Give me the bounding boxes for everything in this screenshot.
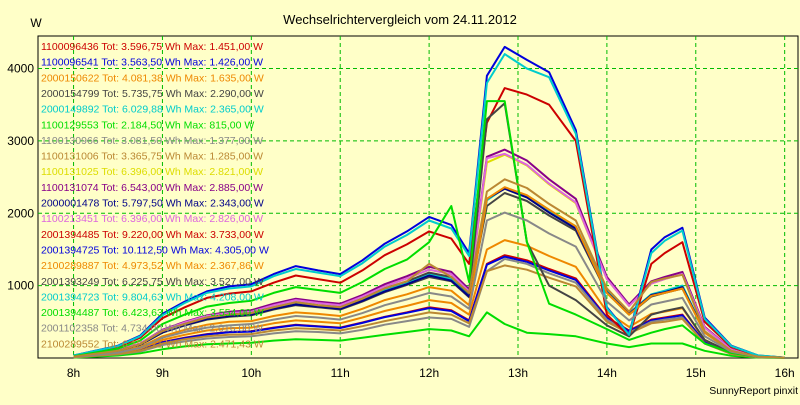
legend: 1100096436 Tot: 3.596,75 Wh Max: 1.451,0…: [41, 41, 269, 350]
series-line-7: [73, 257, 785, 359]
legend-entry: 1100096436 Tot: 3.596,75 Wh Max: 1.451,0…: [41, 41, 263, 53]
series-line-14: [73, 45, 785, 359]
legend-entry: 1100129553 Tot: 2.184,50 Wh Max: 815,00 …: [41, 119, 254, 131]
x-tick-label: 8h: [67, 366, 80, 380]
x-tick-label: 9h: [156, 366, 169, 380]
legend-entry: 2000154799 Tot: 5.735,75 Wh Max: 2.290,0…: [41, 88, 264, 100]
chart-title: Wechselrichtervergleich vom 24.11.2012: [283, 12, 517, 27]
legend-entry: 1100131025 Tot: 6.396,00 Wh Max: 2.821,0…: [41, 166, 263, 178]
x-tick-label: 14h: [597, 366, 617, 380]
legend-entry: 1100131074 Tot: 6.543,00 Wh Max: 2.885,0…: [41, 182, 263, 194]
plot-area: [37, 35, 799, 359]
series-line-15: [73, 186, 785, 359]
x-tick-label: 11h: [331, 366, 350, 380]
footer-credit: SunnyReport pinxit: [709, 385, 798, 397]
y-tick-label: 4000: [7, 62, 34, 76]
series-group: [73, 45, 785, 359]
legend-entry: 2001102358 Tot: 4.734,00 Wh Max: 2.016,0…: [41, 323, 263, 335]
y-tick-label: 1000: [7, 279, 34, 293]
legend-entry: 2100289552 Tot: 6.184,21 Wh Max: 2.471,4…: [41, 338, 264, 350]
y-tick-label: 3000: [7, 134, 34, 148]
y-axis-label: W: [30, 16, 42, 30]
legend-entry: 2001393249 Tot: 6.225,75 Wh Max: 3.527,0…: [41, 276, 264, 288]
x-tick-label: 15h: [686, 366, 706, 380]
x-tick-label: 10h: [241, 366, 261, 380]
legend-entry: 2000149892 Tot: 6.029,88 Wh Max: 2.365,0…: [41, 104, 264, 116]
legend-entry: 1100130966 Tot: 3.081,50 Wh Max: 1.377,0…: [41, 135, 263, 147]
series-line-20: [73, 178, 785, 359]
series-line-8: [73, 264, 785, 359]
legend-entry: 2000001478 Tot: 5.797,50 Wh Max: 2.343,0…: [41, 198, 264, 210]
x-ticks: 8h 9h 10h 11h 12h 13h 14h 15h 16h: [67, 366, 795, 380]
x-tick-label: 13h: [508, 366, 528, 380]
y-ticks: 1000 2000 3000 4000: [7, 62, 34, 293]
x-tick-label: 12h: [419, 366, 439, 380]
y-tick-label: 2000: [7, 206, 34, 220]
legend-entry: 2001394723 Tot: 9.804,63 Wh Max: 4.208,0…: [41, 291, 264, 303]
legend-entry: 2001394485 Tot: 9.220,00 Wh Max: 3.733,0…: [41, 229, 264, 241]
legend-entry: 1100131006 Tot: 3.365,75 Wh Max: 1.285,0…: [41, 151, 263, 163]
legend-entry: 2000150622 Tot: 4.081,38 Wh Max: 1.635,0…: [41, 72, 264, 84]
series-line-19: [73, 211, 785, 359]
series-line-18: [73, 100, 785, 359]
series-line-6: [73, 311, 785, 359]
legend-entry: 2001394725 Tot: 10.112,50 Wh Max: 4.305,…: [41, 244, 269, 256]
legend-entry: 2001394487 Tot: 6.423,63 Wh Max: 3.554,0…: [41, 307, 264, 319]
series-line-2: [73, 255, 785, 359]
x-tick-label: 16h: [775, 366, 795, 380]
series-line-13: [73, 87, 785, 359]
legend-entry: 2100289887 Tot: 4.973,52 Wh Max: 2.367,8…: [41, 260, 264, 272]
legend-entry: 1100096541 Tot: 3.563,50 Wh Max: 1.426,0…: [41, 57, 263, 69]
legend-entry: 1100213451 Tot: 6.396,00 Wh Max: 2.826,0…: [41, 213, 263, 225]
